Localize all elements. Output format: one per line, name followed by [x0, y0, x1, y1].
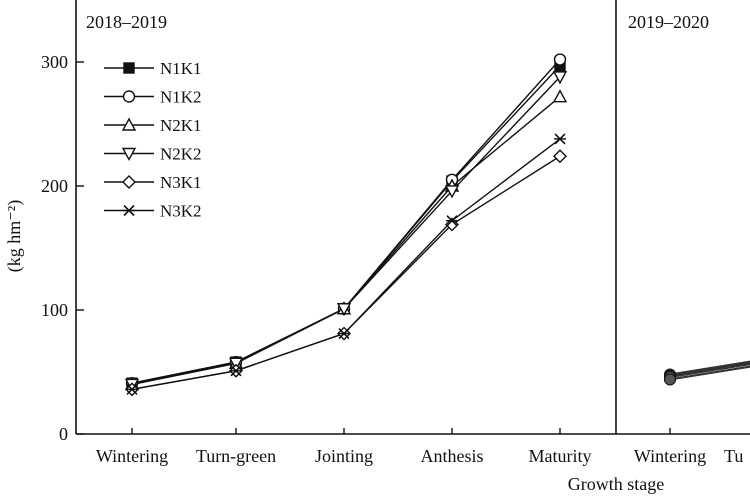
- x-tick-label: Wintering: [634, 446, 706, 466]
- point-N2K2: [552, 71, 568, 85]
- series2-line-N1K1: [669, 360, 750, 376]
- series2-line-N1K2: [669, 361, 750, 377]
- legend-label-N1K2: N1K2: [160, 88, 202, 107]
- x-tick-label: Anthesis: [421, 446, 484, 466]
- legend-label-N3K2: N3K2: [160, 202, 202, 221]
- panel-2-title: 2019–2020: [628, 12, 709, 32]
- legend: N1K1 N1K2 N2K1 N2K2 N3K1 N3K2: [104, 59, 202, 221]
- legend-label-N3K1: N3K1: [160, 173, 202, 192]
- y-tick-label: 200: [41, 176, 68, 196]
- point-N3K2: [126, 383, 138, 395]
- series2-line-N2K2: [669, 363, 750, 378]
- legend-label-N2K1: N2K1: [160, 116, 202, 135]
- legend-marker-N1K2: [122, 90, 136, 103]
- point-N3K2: [230, 365, 242, 377]
- y-tick-label: 100: [41, 300, 68, 320]
- category-labels: Wintering Turn-green Jointing Anthesis Matur…: [96, 428, 743, 466]
- legend-marker-N2K1: [121, 117, 137, 131]
- point-N3K2: [338, 327, 350, 340]
- legend-marker-N1K1: [123, 62, 135, 74]
- panel-1-title: 2018–2019: [86, 12, 167, 32]
- axis-ticks: 0 100 200 300: [41, 52, 84, 444]
- point2-N3K2: [664, 373, 676, 386]
- point-N3K1: [553, 149, 567, 164]
- point-N2K2: [336, 303, 352, 317]
- series-line-N2K1: [131, 96, 561, 386]
- point-N2K2: [444, 185, 460, 199]
- legend-marker-N2K2: [121, 147, 137, 161]
- x-axis-label: Growth stage: [568, 474, 664, 494]
- legend-label-N1K1: N1K1: [160, 59, 202, 78]
- point-N3K2: [446, 215, 458, 227]
- legend-label-N2K2: N2K2: [160, 145, 202, 164]
- point-N3K2: [554, 133, 566, 145]
- x-tick-label: Jointing: [315, 446, 373, 466]
- point-N2K1: [552, 89, 568, 103]
- y-axis-label: (kg hm⁻²): [4, 200, 25, 272]
- panel-1-series: [124, 53, 568, 397]
- x-tick-label: Wintering: [96, 446, 168, 466]
- panel-2-series: [664, 360, 750, 386]
- series2-line-N3K2: [669, 365, 750, 381]
- point-N3K1: [445, 217, 459, 232]
- x-tick-label: Tu: [724, 446, 743, 466]
- x-tick-label: Maturity: [529, 446, 592, 466]
- y-tick-label: 0: [59, 424, 68, 444]
- x-tick-label: Turn-green: [196, 446, 276, 466]
- legend-marker-N3K1: [122, 175, 136, 189]
- point-N1K2: [553, 53, 567, 66]
- y-tick-label: 300: [41, 52, 68, 72]
- legend-marker-N3K2: [123, 204, 135, 217]
